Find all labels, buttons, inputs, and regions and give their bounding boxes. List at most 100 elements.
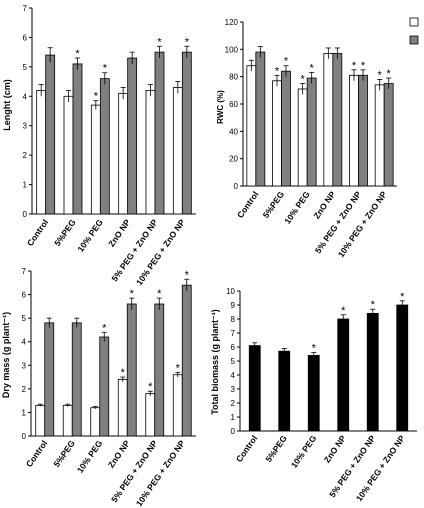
bar — [332, 53, 343, 187]
category-label: Control — [234, 433, 260, 463]
y-tick-label: 6 — [231, 343, 236, 352]
bar — [248, 345, 261, 432]
bar — [383, 83, 394, 187]
category-label: 5%PEG — [263, 433, 289, 464]
bar — [117, 379, 128, 437]
bar — [99, 336, 110, 437]
y-tick-label: 1 — [231, 413, 236, 422]
y-tick-label: 7 — [231, 329, 236, 338]
y-tick-label: 3 — [22, 361, 27, 370]
significance-mark: * — [387, 68, 392, 80]
significance-mark: * — [371, 299, 376, 311]
bar — [71, 322, 82, 437]
bar — [63, 95, 74, 215]
bar — [358, 74, 368, 187]
significance-mark: * — [102, 322, 107, 334]
y-tick-label: 6 — [23, 33, 28, 42]
category-label: Control — [235, 189, 261, 219]
significance-mark: * — [148, 381, 153, 393]
significance-mark: * — [301, 74, 306, 86]
bar — [44, 322, 55, 437]
bar — [307, 354, 320, 432]
bar — [62, 404, 73, 437]
y-tick-label: 0 — [231, 427, 236, 436]
significance-mark: * — [310, 63, 315, 75]
category-label: 10% PEG + ZnO NP — [336, 189, 389, 259]
y-axis-label: Lenght (cm) — [2, 79, 12, 131]
y-tick-label: 4 — [231, 371, 236, 380]
bar — [374, 84, 385, 187]
significance-mark: * — [176, 362, 181, 374]
bar — [272, 80, 282, 187]
bar — [172, 374, 183, 437]
bar — [90, 104, 101, 215]
category-label: 10% PEG — [75, 217, 105, 254]
significance-mark: * — [378, 69, 383, 81]
y-tick-label: 2 — [231, 399, 236, 408]
y-tick-label: 10 — [226, 287, 235, 296]
category-label: 5%PEG — [261, 189, 287, 220]
bar — [145, 90, 156, 215]
bar — [396, 304, 409, 432]
y-tick-label: 100 — [225, 45, 239, 54]
category-label: 5%PEG — [52, 217, 78, 248]
y-axis-label: Total biomass (g plant⁻¹) — [210, 309, 220, 415]
category-label: ZnO NP — [106, 217, 132, 249]
category-label: 10% PEG + ZnO NP — [134, 217, 187, 287]
bar — [45, 54, 56, 215]
bar — [278, 350, 291, 432]
y-tick-label: 4 — [23, 92, 28, 101]
significance-mark: * — [157, 36, 162, 48]
significance-mark: * — [94, 91, 99, 103]
significance-mark: * — [185, 36, 190, 48]
bar — [154, 303, 165, 437]
y-tick-label: 1 — [23, 181, 28, 190]
y-tick-label: 5 — [231, 357, 236, 366]
significance-mark: * — [121, 367, 126, 379]
bar — [306, 77, 317, 187]
category-label: 10% PEG — [282, 189, 312, 226]
y-tick-label: 0 — [23, 210, 28, 219]
bar — [349, 74, 359, 187]
bar — [323, 53, 334, 187]
bar — [297, 88, 308, 187]
y-tick-label: 9 — [231, 301, 236, 310]
y-tick-label: 120 — [225, 18, 239, 27]
y-tick-label: 40 — [229, 127, 238, 136]
significance-mark: * — [341, 305, 346, 317]
bar — [181, 51, 192, 215]
bar — [72, 63, 83, 215]
bar — [366, 312, 379, 432]
bar — [281, 70, 291, 187]
bar — [99, 78, 110, 215]
category-label: ZnO NP — [106, 438, 132, 470]
bar — [172, 87, 183, 215]
significance-mark: * — [352, 60, 357, 72]
category-label: 10% PEG — [289, 433, 319, 470]
category-label: ZnO NP — [311, 189, 337, 221]
y-axis-label: Dry mass (g plant⁻¹) — [1, 312, 11, 398]
y-tick-label: 20 — [229, 155, 238, 164]
bar — [35, 404, 46, 437]
bar — [126, 303, 137, 437]
bar — [181, 284, 192, 437]
significance-mark: * — [275, 65, 280, 77]
y-tick-label: 7 — [23, 4, 28, 13]
significance-mark: * — [284, 56, 289, 68]
legend-swatch-white — [409, 17, 419, 27]
bar — [90, 407, 101, 437]
significance-mark: * — [185, 269, 190, 281]
y-tick-label: 3 — [23, 122, 28, 131]
bar — [255, 51, 266, 187]
y-tick-label: 2 — [23, 151, 28, 160]
bar — [36, 90, 47, 215]
category-label: ZnO NP — [322, 433, 348, 465]
y-tick-label: 80 — [229, 73, 238, 82]
y-tick-label: 5 — [23, 63, 28, 72]
y-tick-label: 0 — [234, 182, 239, 191]
significance-mark: * — [75, 48, 80, 60]
y-tick-label: 4 — [22, 338, 27, 347]
legend-swatch-gray — [409, 35, 419, 45]
significance-mark: * — [157, 288, 162, 300]
